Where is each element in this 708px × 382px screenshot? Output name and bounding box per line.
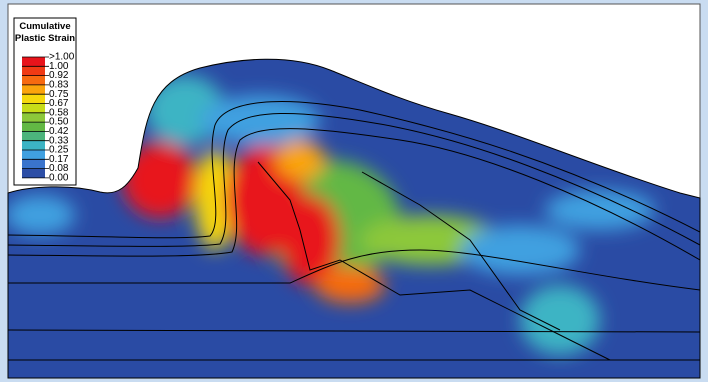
strain-blobs [8,75,655,355]
legend-label: >1.00 [49,52,75,63]
legend-title: Cumulative [19,21,70,32]
legend-title: Plastic Strain [15,33,75,44]
legend-label: 0.67 [49,98,69,109]
color-band [22,57,45,67]
legend-label: 0.00 [49,173,69,184]
color-band [22,150,45,160]
color-band [22,159,45,169]
legend-label: 1.00 [49,61,69,72]
color-band [22,75,45,85]
color-band [22,168,45,178]
color-band [22,94,45,104]
legend-label: 0.08 [49,163,69,174]
layer-lines [8,101,700,361]
color-band [22,103,45,113]
color-band [22,84,45,95]
color-band [22,140,45,150]
legend-label: 0.50 [49,117,69,128]
legend: Cumulative Plastic Strain >1.001.000.920… [13,17,77,186]
legend-label: 0.83 [49,80,69,91]
legend-label: 0.33 [49,135,69,146]
colorbar: >1.001.000.920.830.750.670.580.500.420.3… [22,52,75,184]
legend-label: 0.92 [49,70,69,81]
legend-label: 0.25 [49,145,69,156]
color-band [22,112,45,123]
color-band [22,131,45,141]
color-band [22,66,45,76]
color-band [22,122,45,132]
legend-label: 0.75 [49,89,69,100]
legend-label: 0.58 [49,107,69,118]
legend-label: 0.17 [49,154,69,165]
legend-label: 0.42 [49,126,69,137]
strain-field [8,59,700,378]
